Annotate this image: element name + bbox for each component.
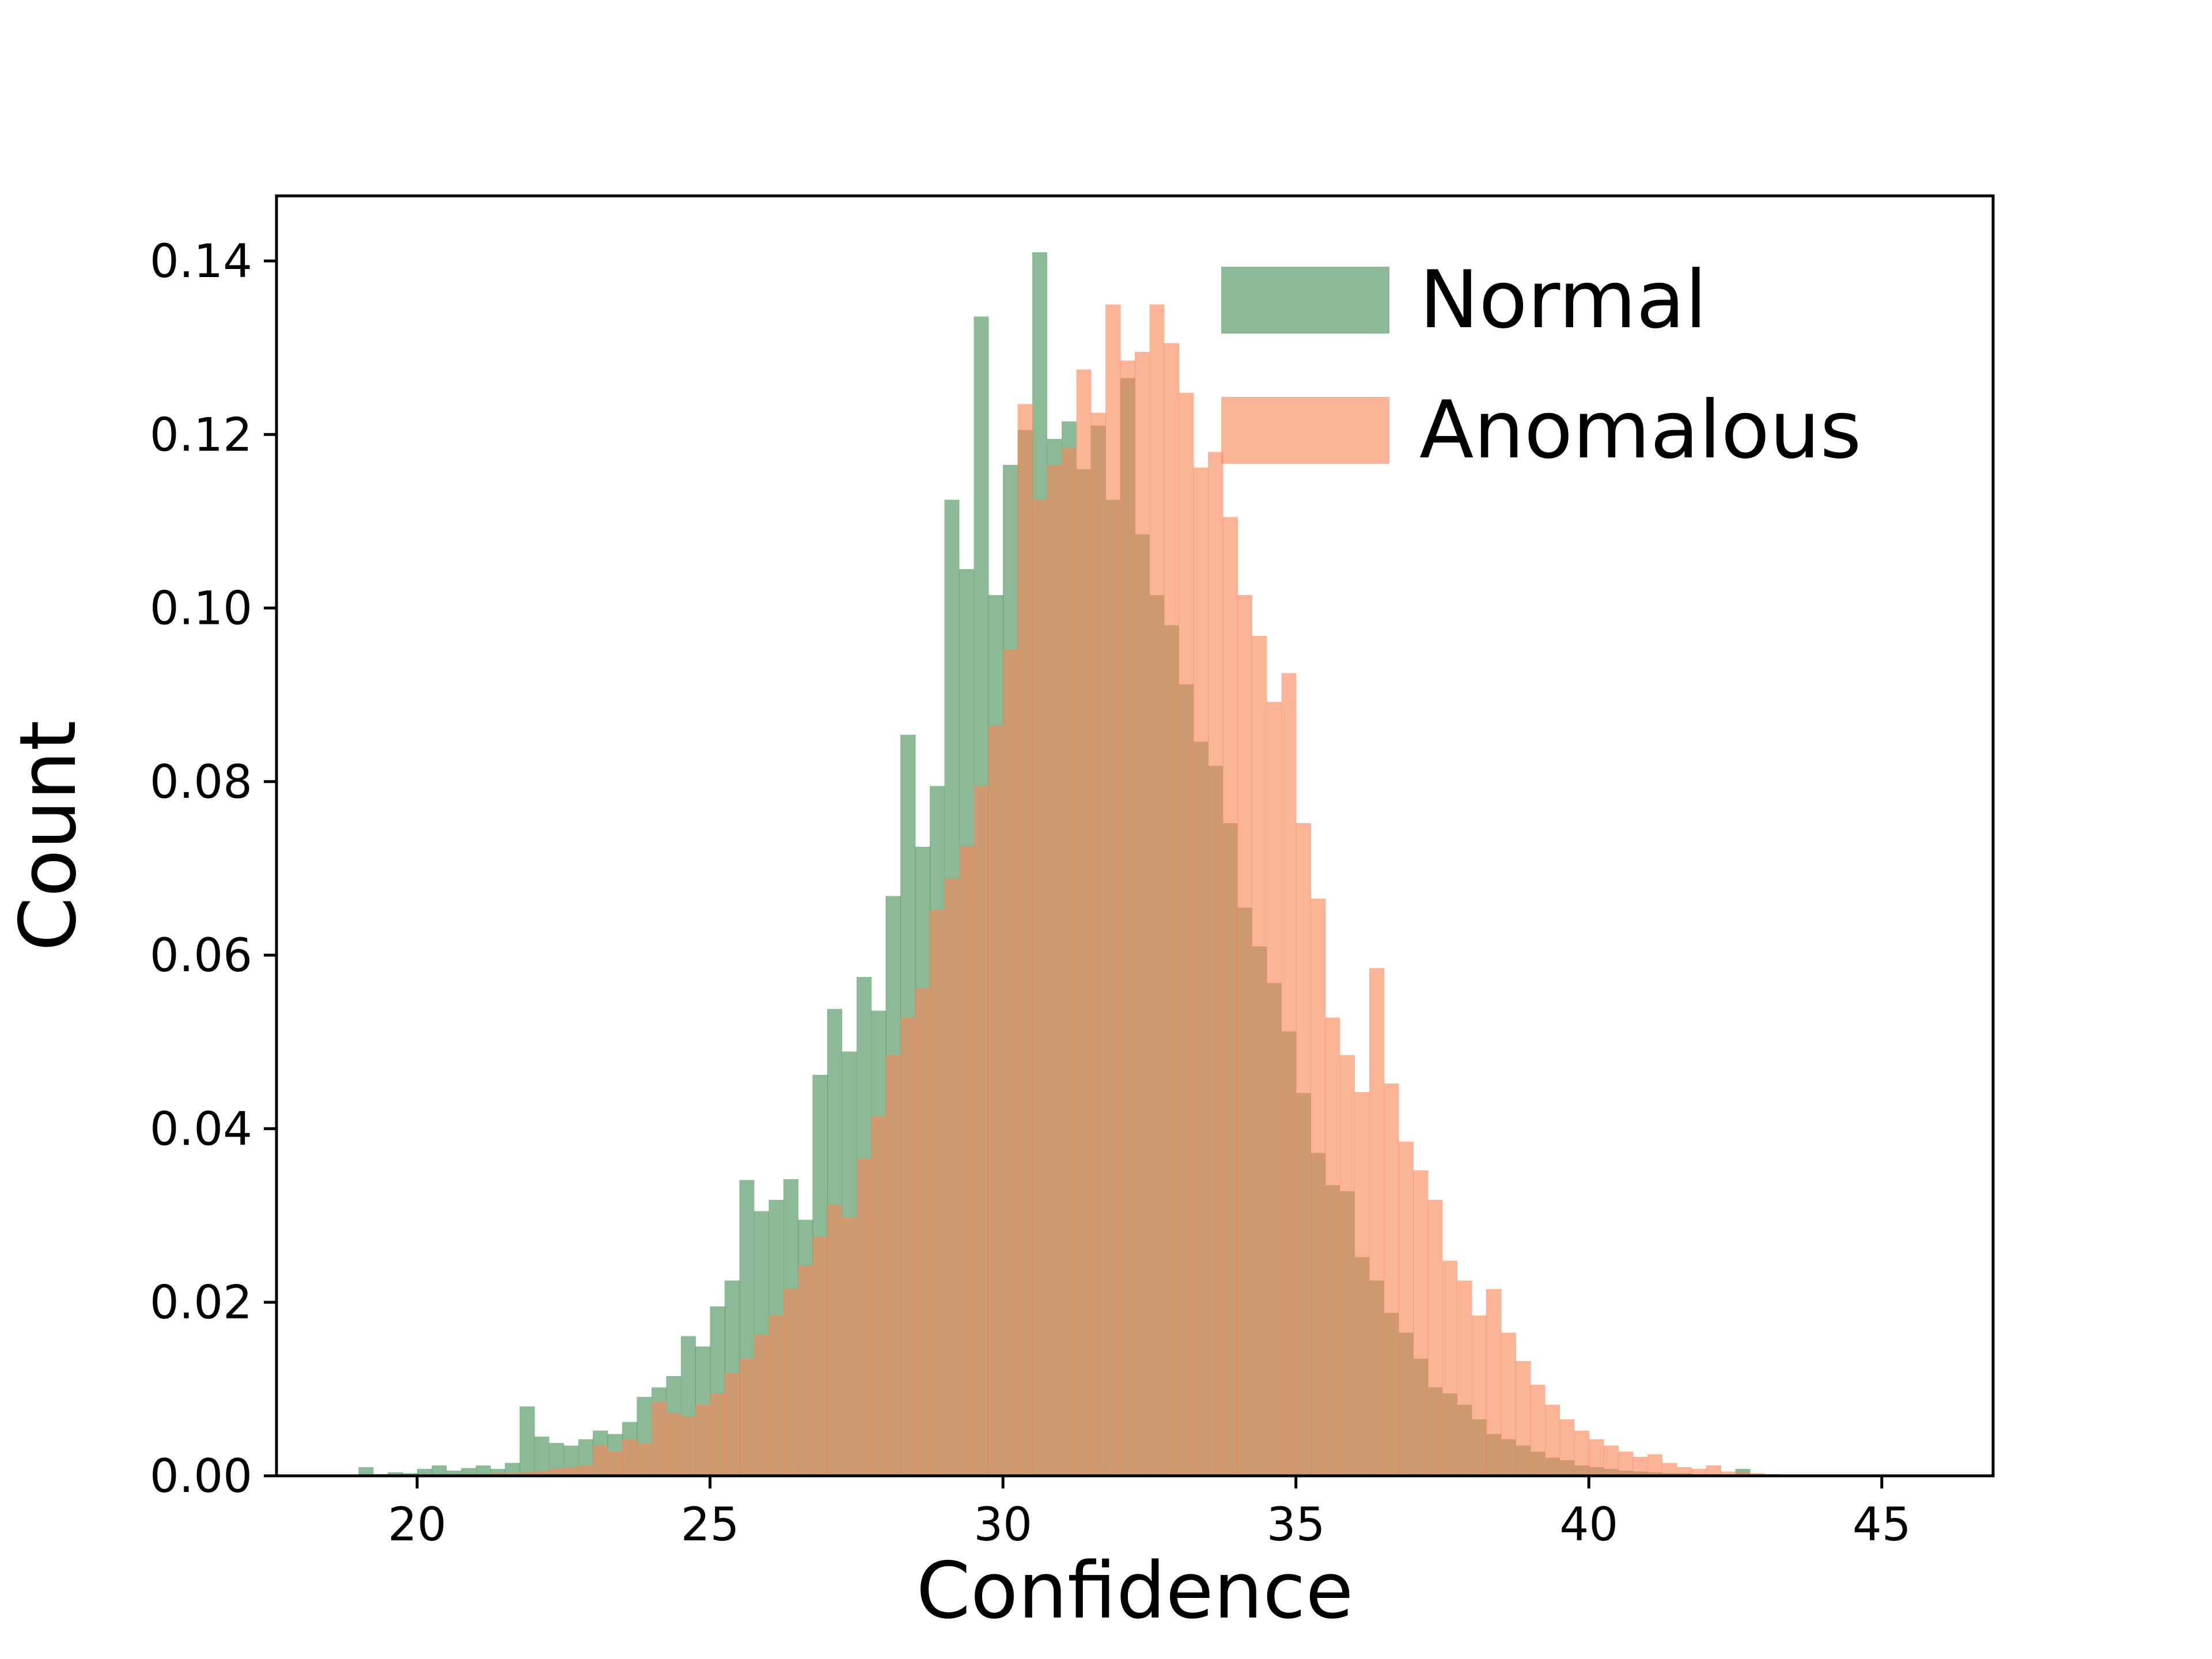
x-axis-label: Confidence xyxy=(916,1546,1353,1636)
legend-swatch-anomalous xyxy=(1221,397,1389,464)
svg-text:25: 25 xyxy=(681,1498,740,1551)
svg-text:20: 20 xyxy=(388,1498,446,1551)
axes-frame xyxy=(275,194,1995,1478)
svg-text:0.12: 0.12 xyxy=(150,408,252,461)
svg-text:0.04: 0.04 xyxy=(150,1102,252,1156)
svg-text:30: 30 xyxy=(974,1498,1032,1551)
legend-label-anomalous: Anomalous xyxy=(1419,384,1862,476)
svg-text:0.00: 0.00 xyxy=(150,1449,252,1503)
legend-item-anomalous: Anomalous xyxy=(1221,391,1861,470)
legend: Normal Anomalous xyxy=(1221,260,1861,470)
svg-text:0.06: 0.06 xyxy=(150,929,252,982)
svg-text:0.08: 0.08 xyxy=(150,755,252,809)
legend-swatch-normal xyxy=(1221,267,1389,334)
legend-label-normal: Normal xyxy=(1419,253,1707,346)
svg-text:0.10: 0.10 xyxy=(150,582,252,635)
svg-text:0.02: 0.02 xyxy=(150,1276,252,1330)
svg-text:0.14: 0.14 xyxy=(150,234,252,288)
svg-text:40: 40 xyxy=(1559,1498,1618,1551)
x-axis: 20 25 30 35 40 45 xyxy=(388,1476,1911,1551)
y-axis-label: Count xyxy=(3,721,93,952)
y-axis: 0.00 0.02 0.04 0.06 0.08 0.10 0.12 0.14 xyxy=(150,234,276,1503)
legend-item-normal: Normal xyxy=(1221,260,1861,340)
svg-text:45: 45 xyxy=(1853,1498,1911,1551)
svg-text:35: 35 xyxy=(1267,1498,1325,1551)
series-anomalous-bars xyxy=(475,304,1824,1476)
